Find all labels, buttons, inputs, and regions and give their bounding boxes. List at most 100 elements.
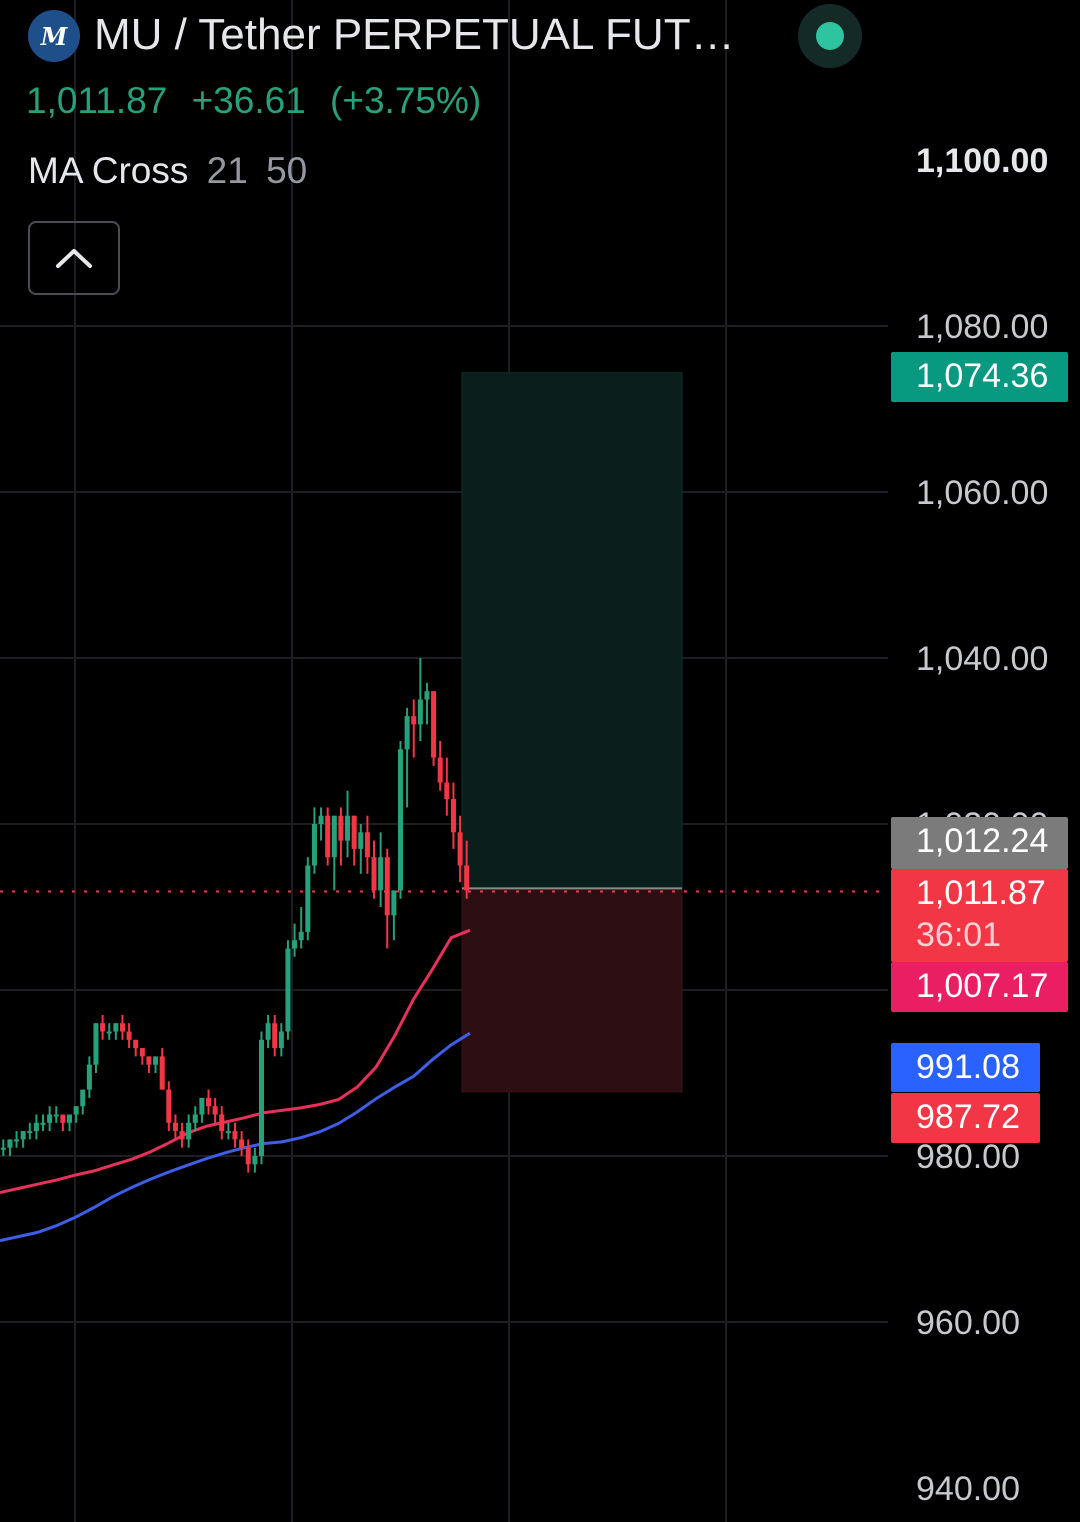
candle (159, 1048, 165, 1090)
indicator-legend[interactable]: MA Cross 21 50 (28, 150, 307, 192)
candle-body (411, 716, 417, 725)
price-label-text: 1,011.87 (916, 874, 1046, 912)
candle-body (86, 1064, 92, 1090)
candle-body (450, 799, 456, 833)
candle (424, 682, 430, 725)
indicator-param-slow: 50 (266, 150, 308, 191)
candle-body (464, 865, 470, 891)
candle-body (245, 1147, 251, 1165)
symbol-title[interactable]: MU / Tether PERPETUAL FUTURES (94, 10, 754, 59)
candle (258, 1031, 264, 1165)
candle (345, 790, 351, 858)
candle-body (431, 691, 437, 758)
market-status-icon[interactable] (798, 4, 862, 68)
candle (225, 1122, 231, 1140)
indicator-name: MA Cross (28, 150, 189, 191)
candle-body (119, 1023, 125, 1032)
candle (93, 1023, 99, 1073)
candle-body (206, 1097, 212, 1107)
candle-body (298, 931, 304, 941)
price-label-ma-21: 1,007.17 (891, 962, 1068, 1012)
candle (325, 807, 331, 866)
candle (292, 923, 298, 957)
candle-body (305, 865, 311, 932)
candle-body (47, 1114, 53, 1123)
candle (272, 1014, 278, 1057)
candle-body (325, 815, 331, 858)
candle-body (80, 1089, 86, 1107)
status-dot (816, 22, 844, 50)
candle (206, 1089, 212, 1115)
candle-body (437, 757, 443, 783)
price-label-countdown: 36:01 (916, 916, 1001, 954)
candle-body (199, 1097, 205, 1115)
candle-body (345, 815, 351, 841)
candle (404, 707, 410, 808)
candle (431, 691, 437, 766)
candle-body (338, 815, 344, 841)
candle (47, 1106, 53, 1132)
candle-body (318, 815, 324, 824)
candle-body (311, 824, 317, 866)
logo-glyph: M (40, 21, 68, 51)
candle (27, 1122, 33, 1140)
candle-body (93, 1023, 99, 1065)
candle (384, 848, 390, 949)
candle (364, 815, 370, 874)
candle (179, 1122, 185, 1148)
axis-tick-label: 1,100.00 (916, 142, 1048, 180)
collapse-button[interactable] (28, 221, 120, 295)
candle (351, 815, 357, 866)
candle-body (20, 1131, 26, 1140)
candle (100, 1014, 106, 1040)
price-change-pct: (+3.75%) (330, 80, 482, 121)
candle-body (252, 1156, 258, 1165)
candle-body (371, 857, 377, 891)
candle (444, 757, 450, 816)
candle-body (404, 716, 410, 750)
candle-body (212, 1106, 218, 1115)
candle (20, 1131, 26, 1148)
candle-body (417, 699, 423, 725)
price-label-last-price: 1,011.87 36:01 (891, 869, 1068, 962)
candle (53, 1106, 59, 1123)
candle-body (258, 1039, 264, 1156)
price-label-ma-50: 991.08 (891, 1043, 1040, 1092)
candle (166, 1081, 172, 1132)
candle (14, 1131, 20, 1148)
candle (378, 832, 384, 907)
chevron-up-icon (56, 249, 92, 268)
price-label-text: 987.72 (916, 1098, 1020, 1136)
candle-body (159, 1056, 165, 1090)
axis-tick-label: 960.00 (916, 1304, 1020, 1342)
symbol-logo-icon[interactable]: M (28, 10, 80, 62)
loss-zone (461, 887, 683, 1093)
candle (192, 1106, 198, 1132)
candle-body (7, 1139, 13, 1148)
candle-body (285, 948, 291, 1032)
candle-body (397, 749, 404, 891)
price-label-text: 991.08 (916, 1048, 1020, 1086)
axis-tick-label: 980.00 (916, 1138, 1020, 1176)
price-label-text: 1,007.17 (916, 967, 1048, 1005)
candle-body (384, 857, 390, 916)
candle (86, 1056, 92, 1098)
ma-fast-line (0, 928, 471, 1194)
candle-body (139, 1048, 145, 1057)
candle (417, 658, 423, 741)
candle-body (14, 1139, 20, 1142)
candle-body (424, 691, 430, 700)
price-label-text: 1,012.24 (916, 822, 1048, 860)
candle (397, 741, 404, 899)
chart-grid (0, 0, 888, 1522)
profit-zone (461, 372, 683, 889)
candle (285, 940, 291, 1040)
candle (33, 1114, 39, 1140)
candle-body (192, 1114, 198, 1123)
price-label-bg (891, 869, 1068, 962)
candle (119, 1014, 125, 1040)
last-price: 1,011.87 (26, 80, 168, 121)
candle (172, 1114, 178, 1140)
candle (450, 782, 456, 849)
